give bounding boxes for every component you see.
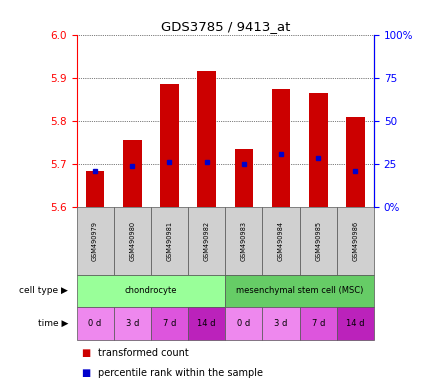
Text: ■: ■: [81, 348, 90, 358]
Bar: [76, 307, 113, 340]
Text: GSM490984: GSM490984: [278, 221, 284, 261]
Bar: [113, 207, 151, 275]
Bar: [235, 149, 253, 207]
Text: 7 d: 7 d: [312, 319, 325, 328]
Bar: [225, 207, 262, 275]
Bar: [309, 93, 328, 207]
Bar: [225, 275, 374, 307]
Bar: [300, 207, 337, 275]
Bar: [300, 307, 337, 340]
Text: ■: ■: [81, 368, 90, 378]
Text: GSM490981: GSM490981: [167, 221, 173, 261]
Bar: [262, 207, 300, 275]
Bar: [272, 89, 290, 207]
Text: 3 d: 3 d: [126, 319, 139, 328]
Text: chondrocyte: chondrocyte: [125, 286, 177, 295]
Text: percentile rank within the sample: percentile rank within the sample: [98, 368, 263, 378]
Bar: [337, 207, 374, 275]
Text: time ▶: time ▶: [38, 319, 68, 328]
Text: GSM490980: GSM490980: [129, 221, 135, 261]
Bar: [262, 307, 300, 340]
Text: 7 d: 7 d: [163, 319, 176, 328]
Bar: [346, 117, 365, 207]
Text: GSM490979: GSM490979: [92, 221, 98, 261]
Text: 14 d: 14 d: [197, 319, 216, 328]
Text: 0 d: 0 d: [88, 319, 102, 328]
Text: cell type ▶: cell type ▶: [19, 286, 68, 295]
Bar: [151, 207, 188, 275]
Bar: [160, 84, 179, 207]
Text: GSM490985: GSM490985: [315, 221, 321, 261]
Bar: [151, 307, 188, 340]
Text: GSM490983: GSM490983: [241, 221, 247, 261]
Bar: [188, 207, 225, 275]
Bar: [188, 307, 225, 340]
Text: 0 d: 0 d: [237, 319, 250, 328]
Title: GDS3785 / 9413_at: GDS3785 / 9413_at: [161, 20, 290, 33]
Bar: [113, 307, 151, 340]
Bar: [337, 307, 374, 340]
Text: 14 d: 14 d: [346, 319, 365, 328]
Bar: [76, 207, 113, 275]
Text: mesenchymal stem cell (MSC): mesenchymal stem cell (MSC): [236, 286, 363, 295]
Text: GSM490982: GSM490982: [204, 221, 210, 261]
Text: GSM490986: GSM490986: [352, 221, 358, 261]
Text: 3 d: 3 d: [275, 319, 288, 328]
Bar: [197, 71, 216, 207]
Text: transformed count: transformed count: [98, 348, 189, 358]
Bar: [76, 275, 225, 307]
Bar: [225, 307, 262, 340]
Bar: [123, 141, 142, 207]
Bar: [86, 170, 105, 207]
